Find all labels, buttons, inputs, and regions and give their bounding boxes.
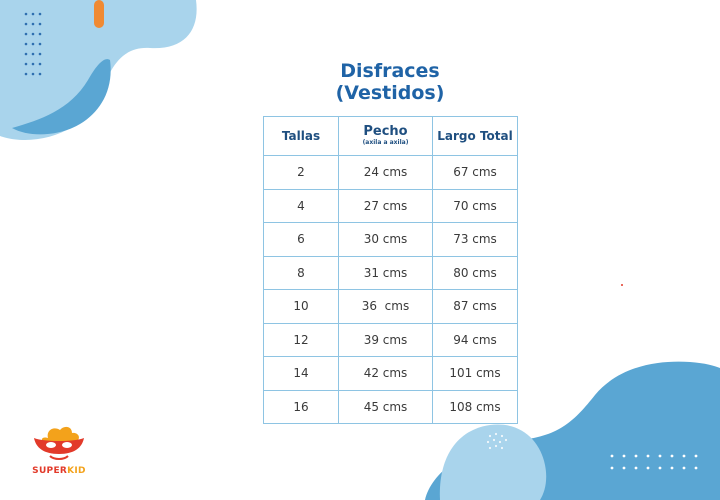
brand-name-kid: KID	[67, 466, 86, 476]
table-row: 2 24 cms 67 cms	[263, 155, 518, 190]
cell-size: 10	[263, 289, 339, 324]
cell-size: 2	[263, 155, 339, 190]
cell-chest: 42 cms	[338, 356, 433, 391]
table-row: 12 39 cms 94 cms	[263, 323, 518, 357]
header-size: Tallas	[263, 116, 339, 156]
table-header-row: Tallas Pecho (axila a axila) Largo Total	[263, 116, 518, 156]
cell-size: 6	[263, 222, 339, 257]
cell-chest: 45 cms	[338, 390, 433, 424]
top-left-dark-blob	[12, 59, 111, 135]
cell-chest: 24 cms	[338, 155, 433, 190]
cell-length: 87 cms	[432, 289, 518, 324]
cell-chest: 30 cms	[338, 222, 433, 257]
brand-name-super: SUPER	[32, 466, 68, 476]
table-row: 16 45 cms 108 cms	[263, 390, 518, 424]
cell-length: 101 cms	[432, 356, 518, 391]
cell-length: 70 cms	[432, 189, 518, 223]
cell-chest: 31 cms	[338, 256, 433, 290]
page-subtitle: (Vestidos)	[335, 82, 445, 104]
header-chest: Pecho (axila a axila)	[338, 116, 433, 156]
cell-size: 8	[263, 256, 339, 290]
header-chest-note: (axila a axila)	[362, 139, 409, 146]
brand-name: SUPERKID	[28, 466, 90, 476]
table-row: 10 36 cms 87 cms	[263, 289, 518, 324]
cell-length: 108 cms	[432, 390, 518, 424]
cell-length: 80 cms	[432, 256, 518, 290]
table-row: 6 30 cms 73 cms	[263, 222, 518, 257]
cell-length: 94 cms	[432, 323, 518, 357]
bottom-light-dot-cluster	[486, 432, 508, 450]
header-length: Largo Total	[432, 116, 518, 156]
page-title: Disfraces	[340, 60, 440, 82]
table-row: 8 31 cms 80 cms	[263, 256, 518, 290]
cell-chest: 36 cms	[338, 289, 433, 324]
top-left-dot-grid	[24, 12, 42, 76]
bottom-right-dot-grid	[610, 454, 698, 470]
small-red-dot	[621, 284, 623, 286]
cell-size: 12	[263, 323, 339, 357]
cell-length: 73 cms	[432, 222, 518, 257]
table-row: 14 42 cms 101 cms	[263, 356, 518, 391]
cell-size: 16	[263, 390, 339, 424]
table-row: 4 27 cms 70 cms	[263, 189, 518, 223]
cell-chest: 27 cms	[338, 189, 433, 223]
size-table: Tallas Pecho (axila a axila) Largo Total…	[263, 116, 518, 424]
header-chest-label: Pecho	[363, 124, 408, 139]
cell-size: 14	[263, 356, 339, 391]
cell-chest: 39 cms	[338, 323, 433, 357]
top-left-orange-bar	[94, 0, 104, 28]
cell-size: 4	[263, 189, 339, 223]
bottom-right-light-blob	[439, 424, 547, 500]
superkid-logo-icon	[34, 426, 84, 460]
cell-length: 67 cms	[432, 155, 518, 190]
